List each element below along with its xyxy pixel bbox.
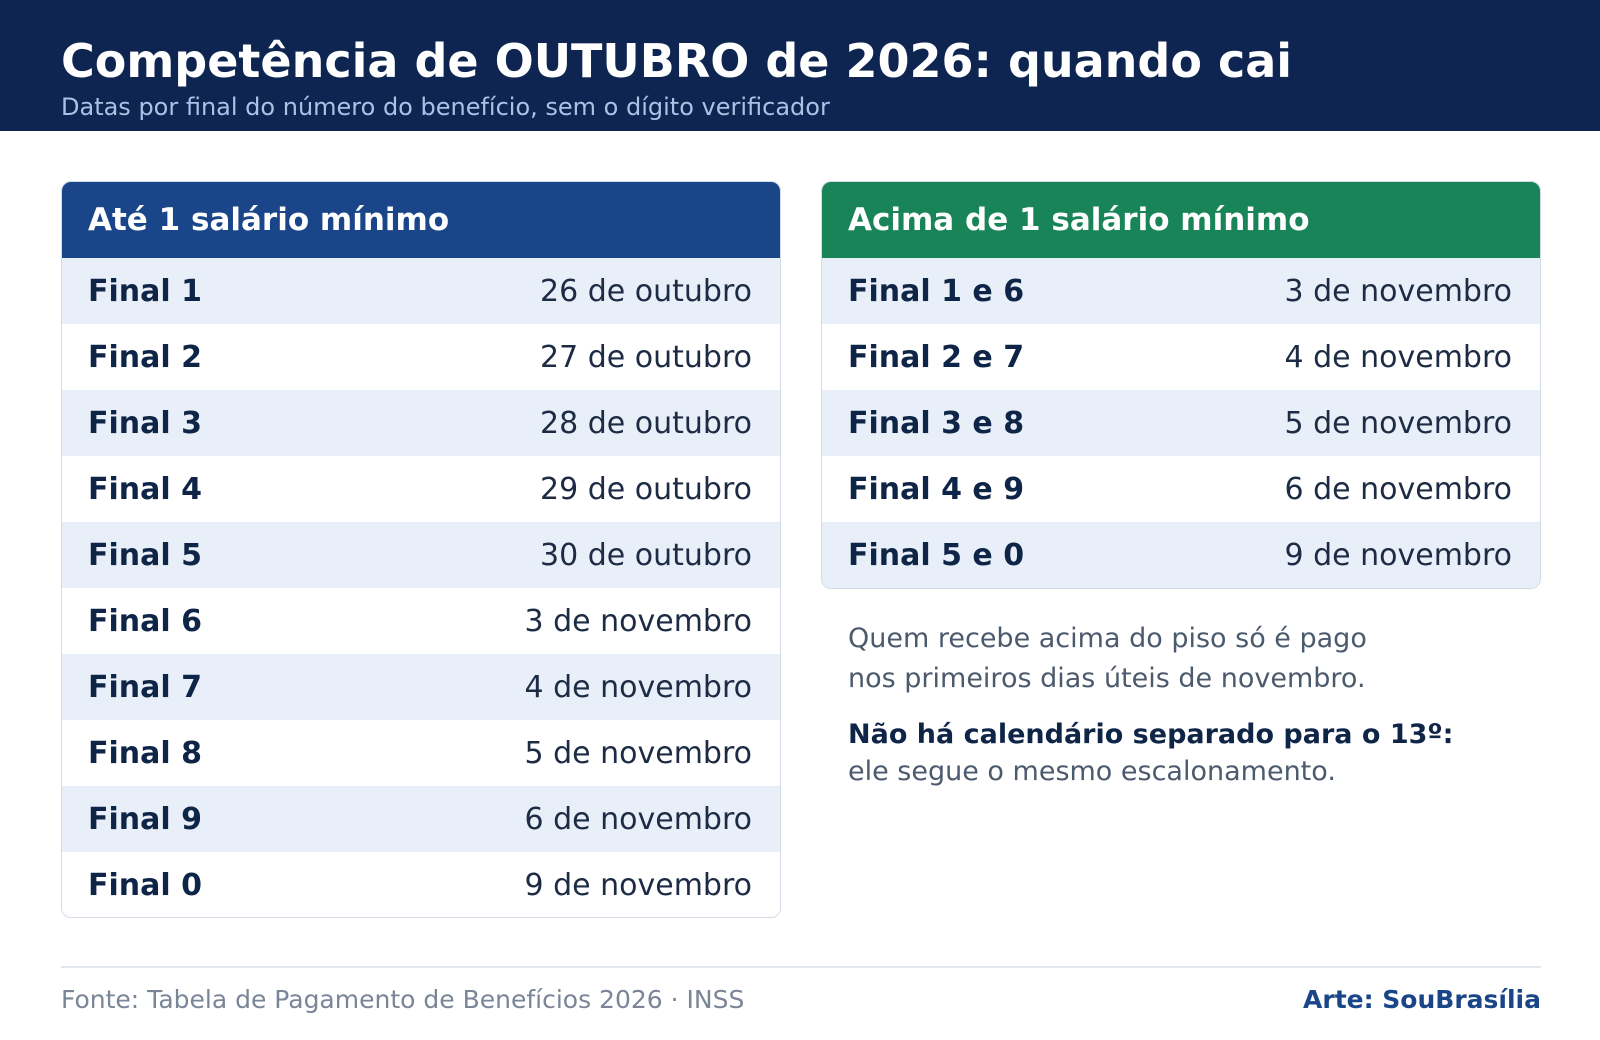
row-label: Final 5 e 0 bbox=[848, 537, 1025, 573]
row-date: 4 de novembro bbox=[524, 669, 752, 705]
table-row: Final 7 4 de novembro bbox=[62, 654, 780, 720]
row-label: Final 6 bbox=[88, 603, 202, 639]
row-date: 5 de novembro bbox=[1284, 405, 1512, 441]
row-date: 29 de outubro bbox=[540, 471, 752, 507]
row-date: 5 de novembro bbox=[524, 735, 752, 771]
source-text: Fonte: Tabela de Pagamento de Benefícios… bbox=[61, 985, 745, 1014]
table-row: Final 9 6 de novembro bbox=[62, 786, 780, 852]
row-label: Final 0 bbox=[88, 867, 202, 903]
header-banner: Competência de OUTUBRO de 2026: quando c… bbox=[0, 0, 1600, 131]
table-row: Final 5 e 0 9 de novembro bbox=[822, 522, 1540, 588]
table-row: Final 8 5 de novembro bbox=[62, 720, 780, 786]
table-acima-1-salario: Acima de 1 salário mínimo Final 1 e 6 3 … bbox=[821, 181, 1541, 589]
note-piso-line1: Quem recebe acima do piso só é pago bbox=[848, 623, 1367, 654]
page-title: Competência de OUTUBRO de 2026: quando c… bbox=[61, 34, 1293, 88]
row-label: Final 2 e 7 bbox=[848, 339, 1025, 375]
row-date: 3 de novembro bbox=[524, 603, 752, 639]
row-date: 9 de novembro bbox=[524, 867, 752, 903]
table-row: Final 4 e 9 6 de novembro bbox=[822, 456, 1540, 522]
row-date: 4 de novembro bbox=[1284, 339, 1512, 375]
table-row: Final 1 26 de outubro bbox=[62, 258, 780, 324]
row-label: Final 7 bbox=[88, 669, 202, 705]
row-date: 27 de outubro bbox=[540, 339, 752, 375]
row-date: 6 de novembro bbox=[1284, 471, 1512, 507]
table-row: Final 0 9 de novembro bbox=[62, 852, 780, 917]
table-row: Final 2 27 de outubro bbox=[62, 324, 780, 390]
row-label: Final 1 bbox=[88, 273, 202, 309]
row-date: 28 de outubro bbox=[540, 405, 752, 441]
table-row: Final 4 29 de outubro bbox=[62, 456, 780, 522]
table-row: Final 6 3 de novembro bbox=[62, 588, 780, 654]
table-row: Final 2 e 7 4 de novembro bbox=[822, 324, 1540, 390]
row-label: Final 9 bbox=[88, 801, 202, 837]
row-label: Final 4 bbox=[88, 471, 202, 507]
note-13-text: ele segue o mesmo escalonamento. bbox=[848, 756, 1336, 787]
row-label: Final 3 e 8 bbox=[848, 405, 1025, 441]
row-label: Final 3 bbox=[88, 405, 202, 441]
note-13: Não há calendário separado para o 13º: e… bbox=[848, 716, 1548, 790]
table-row: Final 3 28 de outubro bbox=[62, 390, 780, 456]
table-row: Final 1 e 6 3 de novembro bbox=[822, 258, 1540, 324]
table-row: Final 3 e 8 5 de novembro bbox=[822, 390, 1540, 456]
credit-text: Arte: SouBrasília bbox=[1303, 985, 1541, 1014]
page-subtitle: Datas por final do número do benefício, … bbox=[61, 93, 830, 121]
note-piso: Quem recebe acima do piso só é pago nos … bbox=[848, 619, 1548, 699]
row-label: Final 4 e 9 bbox=[848, 471, 1025, 507]
row-label: Final 5 bbox=[88, 537, 202, 573]
table-ate-1-salario: Até 1 salário mínimo Final 1 26 de outub… bbox=[61, 181, 781, 918]
note-piso-line2: nos primeiros dias úteis de novembro. bbox=[848, 663, 1366, 694]
row-date: 26 de outubro bbox=[540, 273, 752, 309]
table-ate-1-salario-title: Até 1 salário mínimo bbox=[62, 182, 780, 258]
row-date: 9 de novembro bbox=[1284, 537, 1512, 573]
row-label: Final 1 e 6 bbox=[848, 273, 1025, 309]
row-label: Final 2 bbox=[88, 339, 202, 375]
table-acima-1-salario-title: Acima de 1 salário mínimo bbox=[822, 182, 1540, 258]
footer-divider bbox=[61, 966, 1541, 968]
table-row: Final 5 30 de outubro bbox=[62, 522, 780, 588]
note-13-strong: Não há calendário separado para o 13º: bbox=[848, 719, 1454, 750]
row-date: 3 de novembro bbox=[1284, 273, 1512, 309]
row-label: Final 8 bbox=[88, 735, 202, 771]
row-date: 6 de novembro bbox=[524, 801, 752, 837]
row-date: 30 de outubro bbox=[540, 537, 752, 573]
